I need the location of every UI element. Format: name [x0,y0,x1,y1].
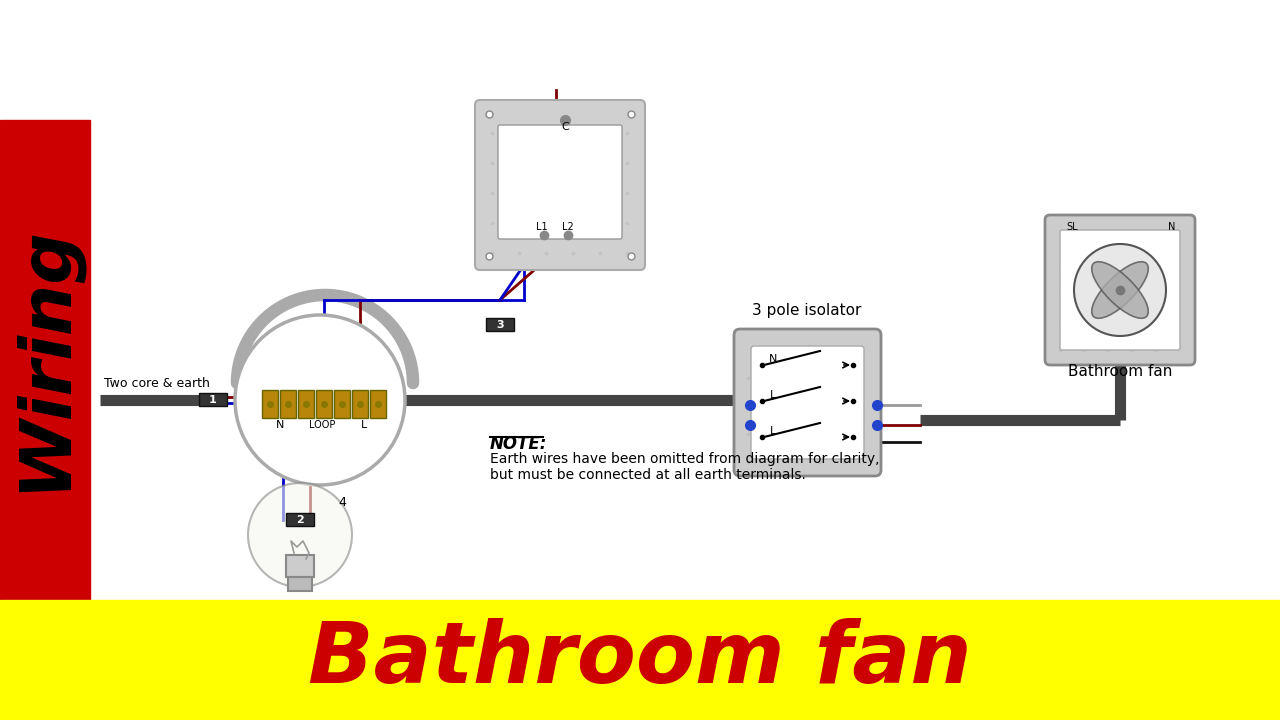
Text: N: N [1169,222,1176,232]
Circle shape [236,315,404,485]
Bar [280,390,296,418]
Text: but must be connected at all earth terminals.: but must be connected at all earth termi… [490,468,806,482]
Bar [90,120,1280,600]
Text: N: N [275,420,284,430]
Bar [285,555,314,577]
Text: 3 pole isolator: 3 pole isolator [753,303,861,318]
Bar [352,390,369,418]
Text: L: L [769,390,776,400]
Bar [0,600,1280,720]
Text: L: L [769,426,776,436]
Circle shape [248,483,352,587]
FancyBboxPatch shape [751,346,864,459]
Text: NOTE:: NOTE: [490,435,548,453]
Ellipse shape [1092,261,1148,318]
Bar [0,120,90,600]
Text: SL: SL [1066,222,1078,232]
Text: Two core & earth: Two core & earth [104,377,210,390]
Bar [262,390,278,418]
Text: C: C [561,122,568,132]
Bar [370,390,387,418]
Text: LOOP: LOOP [308,420,335,430]
FancyBboxPatch shape [475,100,645,270]
FancyBboxPatch shape [1060,230,1180,350]
Circle shape [1074,244,1166,336]
Bar [316,390,332,418]
Text: L2: L2 [562,222,573,232]
Text: 3: 3 [497,320,504,330]
Text: Earth wires have been omitted from diagram for clarity,: Earth wires have been omitted from diagr… [490,452,879,466]
Text: N: N [769,354,777,364]
FancyBboxPatch shape [498,125,622,239]
Bar [334,390,349,418]
Text: Bathroom fan: Bathroom fan [308,618,972,701]
Bar [198,393,227,406]
Bar [285,513,314,526]
Bar [288,577,312,591]
Text: 2: 2 [296,515,303,525]
Ellipse shape [1092,261,1148,318]
Bar [298,390,314,418]
Text: 4: 4 [338,495,346,508]
Text: 1: 1 [209,395,216,405]
Bar [486,318,515,331]
Text: L: L [361,420,367,430]
Text: Bathroom fan: Bathroom fan [1068,364,1172,379]
FancyBboxPatch shape [733,329,881,476]
Text: Wiring: Wiring [10,224,79,492]
FancyBboxPatch shape [1044,215,1196,365]
Text: L1: L1 [536,222,548,232]
